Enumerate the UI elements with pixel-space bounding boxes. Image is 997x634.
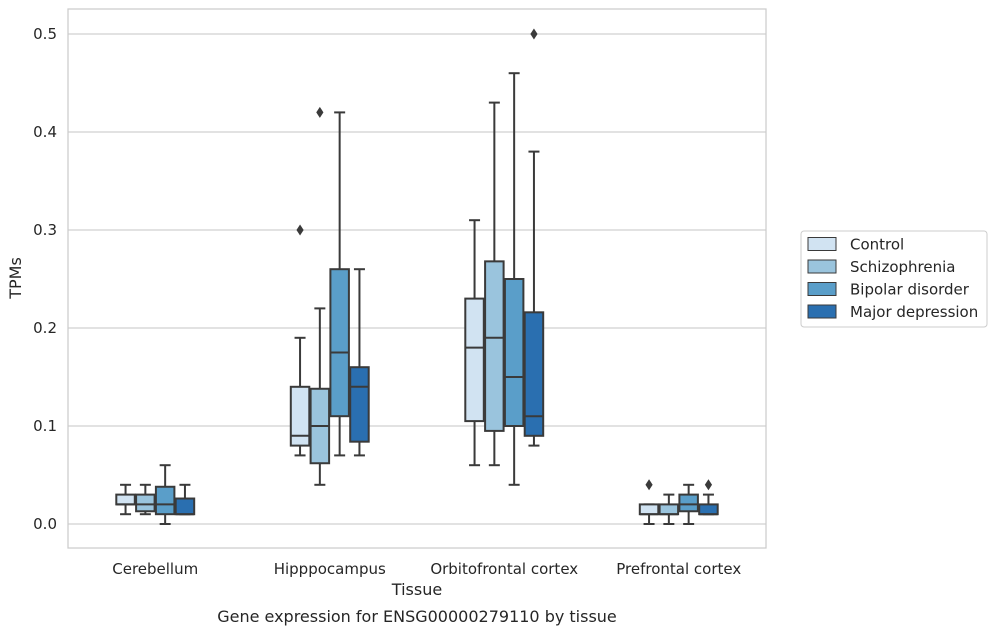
y-tick-label: 0.0 bbox=[33, 515, 57, 533]
box-control bbox=[638, 479, 660, 525]
y-tick-labels: 0.0 0.1 0.2 0.3 0.4 0.5 bbox=[33, 25, 57, 533]
outlier-marker bbox=[645, 479, 653, 491]
box-control bbox=[464, 219, 485, 467]
box-iqr bbox=[329, 268, 350, 418]
legend-label: Control bbox=[850, 236, 904, 254]
outlier-marker bbox=[704, 479, 713, 491]
box-bipolar-disorder bbox=[154, 464, 176, 525]
x-tick-label: Hipppocampus bbox=[274, 560, 386, 578]
chart-caption: Gene expression for ENSG00000279110 by t… bbox=[217, 607, 617, 626]
y-tick-label: 0.2 bbox=[33, 319, 57, 337]
box-iqr bbox=[154, 485, 176, 516]
box-iqr bbox=[523, 311, 545, 437]
box-iqr bbox=[135, 493, 156, 513]
x-axis-label: Tissue bbox=[391, 580, 442, 599]
box-schizophrenia bbox=[135, 483, 156, 516]
legend-label: Schizophrenia bbox=[850, 258, 955, 276]
box-schizophrenia bbox=[658, 493, 680, 525]
box-bipolar-disorder bbox=[329, 111, 350, 457]
y-tick-label: 0.1 bbox=[33, 417, 57, 435]
box-iqr bbox=[484, 260, 505, 432]
box-control bbox=[289, 224, 311, 457]
box-iqr bbox=[115, 493, 136, 506]
box-schizophrenia bbox=[309, 106, 331, 486]
x-tick-label: Orbitofrontal cortex bbox=[430, 560, 578, 578]
legend-label: Major depression bbox=[850, 303, 978, 321]
legend-frame bbox=[800, 230, 988, 328]
box-major-depression bbox=[698, 479, 719, 516]
legend-swatch bbox=[807, 259, 837, 274]
box-iqr bbox=[503, 278, 525, 427]
box-major-depression bbox=[523, 28, 545, 447]
x-tick-label: Prefrontal cortex bbox=[616, 560, 741, 578]
y-axis-label: TPMs bbox=[6, 257, 25, 300]
grid-lines bbox=[68, 33, 766, 525]
box-bipolar-disorder bbox=[678, 483, 699, 525]
outlier-marker bbox=[316, 106, 324, 118]
box-iqr bbox=[464, 297, 485, 423]
box-iqr bbox=[349, 366, 370, 443]
x-tick-labels: Cerebellum Hipppocampus Orbitofrontal cort… bbox=[112, 560, 741, 578]
y-tick-label: 0.5 bbox=[33, 25, 57, 43]
legend: Control Schizophrenia Bipolar disorder Majo… bbox=[800, 230, 988, 328]
x-tick-label: Cerebellum bbox=[112, 560, 198, 578]
legend-swatch bbox=[807, 237, 837, 251]
outlier-marker bbox=[296, 224, 304, 236]
box-schizophrenia bbox=[484, 101, 505, 467]
box-iqr bbox=[174, 497, 196, 516]
box-iqr bbox=[658, 503, 680, 516]
box-bipolar-disorder bbox=[503, 72, 525, 486]
box-iqr bbox=[638, 503, 660, 516]
legend-swatch bbox=[807, 282, 837, 296]
plot-area-frame bbox=[67, 8, 767, 549]
box-iqr bbox=[289, 385, 311, 447]
legend-swatch bbox=[807, 304, 837, 319]
box-iqr bbox=[678, 493, 699, 513]
legend-label: Bipolar disorder bbox=[850, 281, 970, 299]
box-major-depression bbox=[174, 483, 196, 516]
y-tick-label: 0.3 bbox=[33, 221, 57, 239]
box-control bbox=[115, 483, 136, 516]
box-iqr bbox=[698, 503, 719, 516]
outlier-marker bbox=[530, 28, 538, 40]
y-tick-label: 0.4 bbox=[33, 123, 57, 141]
box-groups bbox=[115, 28, 719, 525]
box-major-depression bbox=[349, 268, 370, 457]
